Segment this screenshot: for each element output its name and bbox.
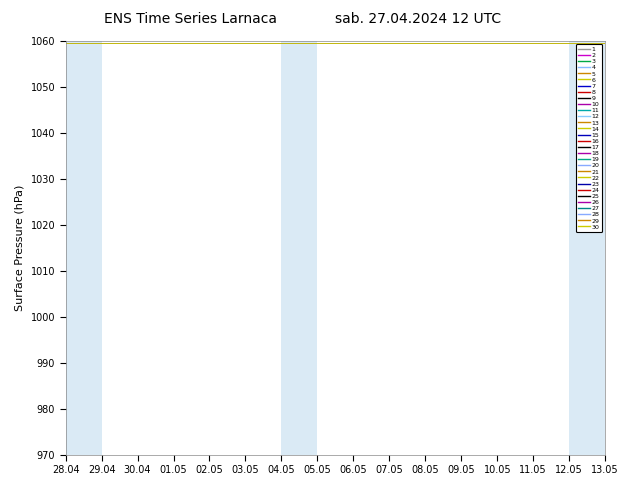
Text: sab. 27.04.2024 12 UTC: sab. 27.04.2024 12 UTC: [335, 12, 501, 26]
Y-axis label: Surface Pressure (hPa): Surface Pressure (hPa): [15, 185, 25, 311]
Legend: 1, 2, 3, 4, 5, 6, 7, 8, 9, 10, 11, 12, 13, 14, 15, 16, 17, 18, 19, 20, 21, 22, 2: 1, 2, 3, 4, 5, 6, 7, 8, 9, 10, 11, 12, 1…: [576, 44, 602, 232]
Bar: [281, 41, 318, 455]
Bar: [569, 41, 605, 455]
Text: ENS Time Series Larnaca: ENS Time Series Larnaca: [104, 12, 276, 26]
Bar: [65, 41, 101, 455]
